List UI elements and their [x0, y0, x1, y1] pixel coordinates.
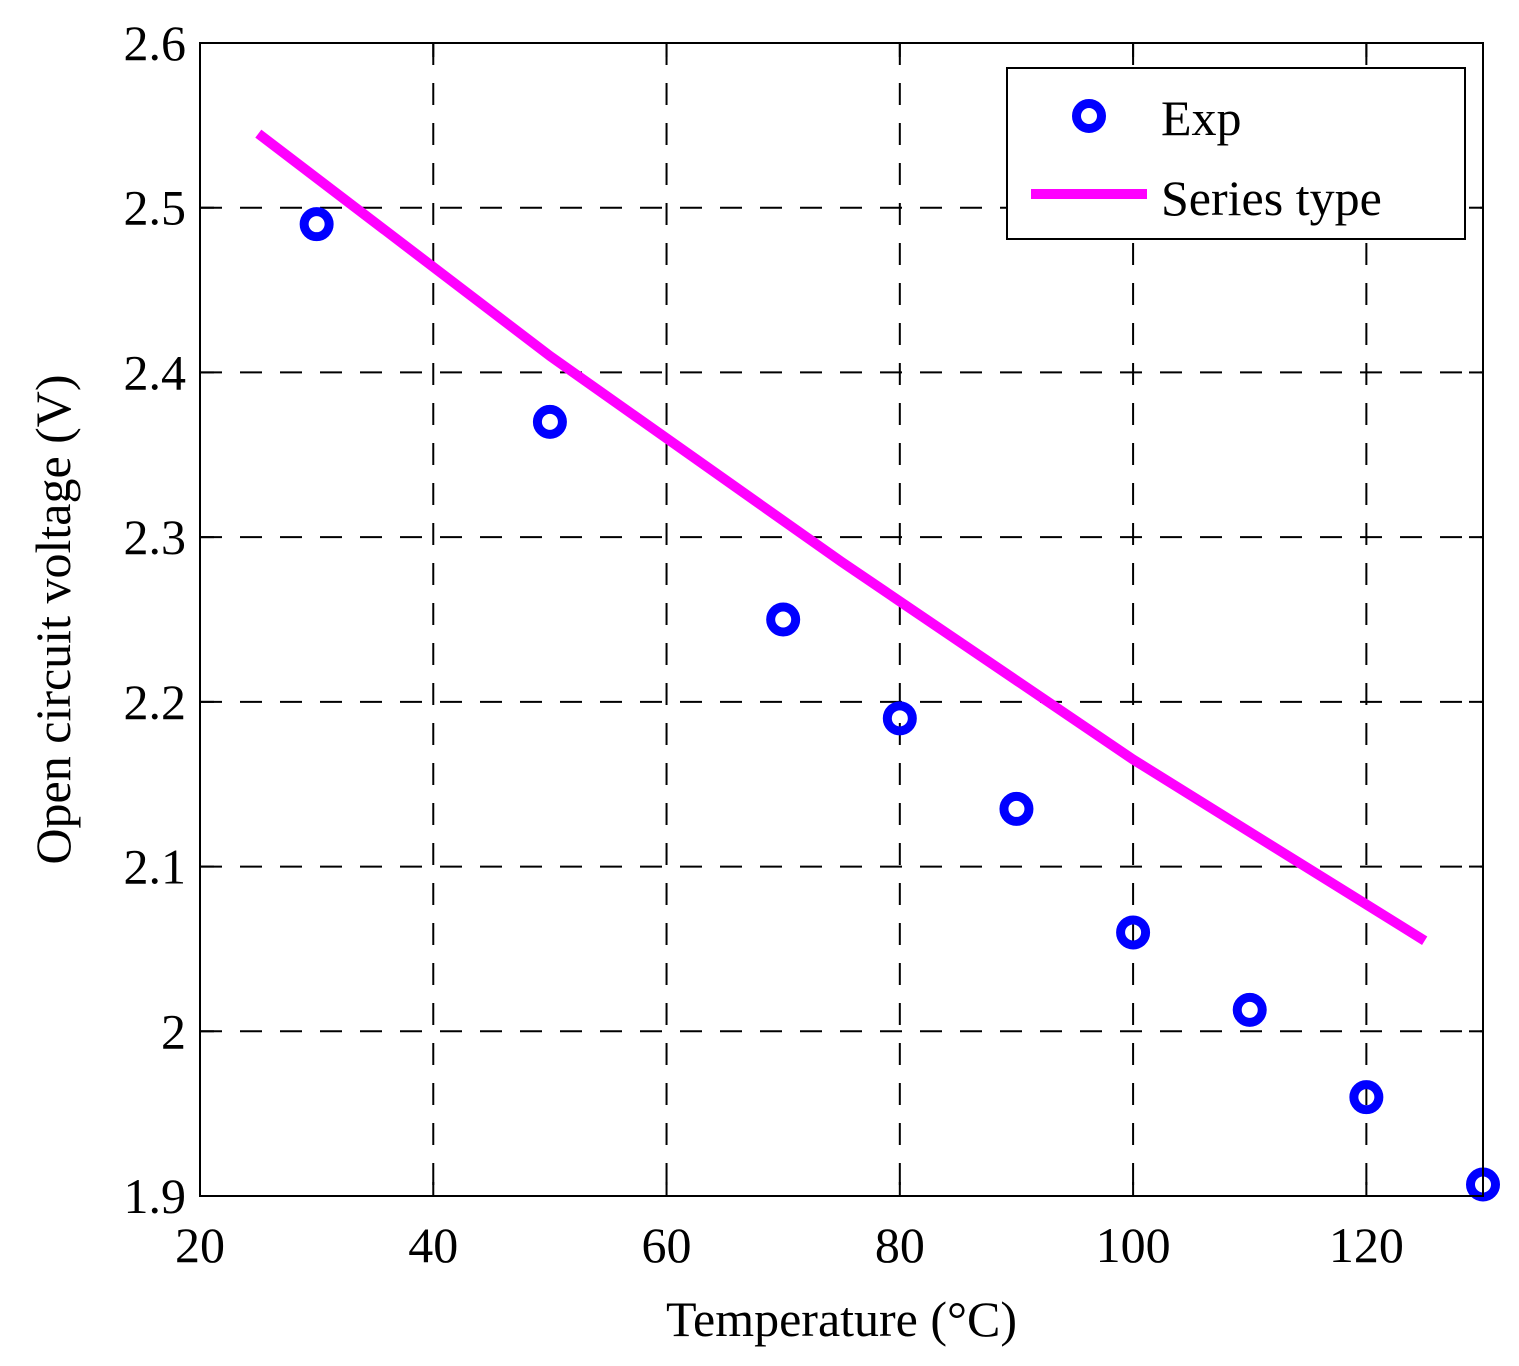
y-tick-label: 2	[161, 1003, 186, 1059]
y-tick-label: 1.9	[124, 1168, 187, 1224]
y-tick-label: 2.5	[124, 180, 187, 236]
axis-ticks: 20 40 60 80 100 120 1.9 2 2.1 2.2 2.3 2.4 2.5 2.6	[124, 15, 1483, 1273]
series-type-line	[255, 129, 1428, 945]
x-tick-label: 20	[175, 1217, 225, 1273]
exp-data-point	[882, 701, 917, 736]
y-axis-title: Open circuit voltage (V)	[25, 374, 81, 864]
exp-data-point	[299, 207, 334, 242]
plot-series	[255, 129, 1500, 1202]
x-axis-title: Temperature (°C)	[666, 1291, 1017, 1347]
legend-series-type-label: Series type	[1161, 170, 1382, 226]
y-tick-label: 2.3	[124, 509, 187, 565]
y-tick-label: 2.2	[124, 674, 187, 730]
legend-box	[1006, 67, 1466, 240]
x-tick-label: 80	[875, 1217, 925, 1273]
exp-data-point	[1232, 992, 1267, 1027]
x-tick-label: 120	[1329, 1217, 1404, 1273]
legend-exp-marker-circle	[1072, 99, 1106, 133]
legend-exp-label: Exp	[1161, 90, 1242, 146]
x-tick-label: 100	[1096, 1217, 1171, 1273]
exp-data-point	[1116, 915, 1151, 950]
legend: Exp Series type	[1006, 67, 1466, 240]
y-tick-label: 2.6	[124, 15, 187, 71]
exp-data-point	[999, 791, 1034, 826]
exp-data-point	[532, 404, 567, 439]
x-tick-label: 60	[642, 1217, 692, 1273]
y-tick-label: 2.1	[124, 839, 187, 895]
exp-data-point	[766, 602, 801, 637]
grid-lines	[200, 43, 1483, 1196]
legend-exp-marker	[1072, 99, 1106, 133]
y-tick-label: 2.4	[124, 344, 187, 400]
plot-frame	[199, 42, 1484, 1197]
x-tick-label: 40	[408, 1217, 458, 1273]
exp-data-point	[1349, 1080, 1384, 1115]
